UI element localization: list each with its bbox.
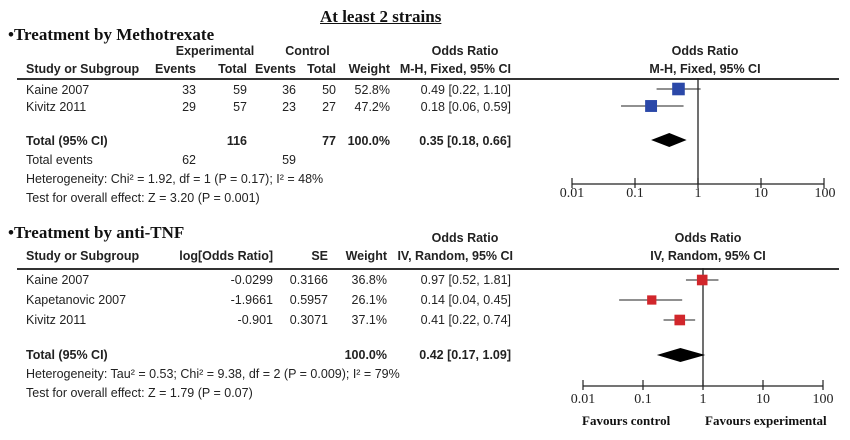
header-odds-ratio: Odds Ratio bbox=[431, 44, 499, 58]
plot-header-title: Odds Ratio bbox=[674, 231, 742, 245]
total-events-label: Total events bbox=[26, 153, 93, 167]
summary-diamond bbox=[656, 348, 706, 362]
study-name: Kivitz 2011 bbox=[26, 100, 87, 114]
axis-tick-label: 0.01 bbox=[559, 186, 585, 201]
study-name: Kaine 2007 bbox=[26, 273, 90, 287]
header-rule bbox=[17, 268, 839, 270]
weight: 47.2% bbox=[354, 100, 390, 114]
weight: 52.8% bbox=[354, 83, 390, 97]
odds-ratio-ci: 0.14 [0.04, 0.45] bbox=[420, 293, 511, 307]
plot-header-title: Odds Ratio bbox=[671, 44, 739, 58]
header-control: Control bbox=[285, 44, 330, 58]
overall-effect-text: Test for overall effect: Z = 3.20 (P = 0… bbox=[26, 191, 260, 205]
header-study: Study or Subgroup bbox=[26, 249, 140, 263]
favours-control-label: Favours control bbox=[582, 413, 671, 428]
axis-tick-label: 0.1 bbox=[626, 186, 644, 201]
ctrl-total: 27 bbox=[322, 100, 336, 114]
header-exp-total: Total bbox=[218, 62, 247, 76]
header-log-or: log[Odds Ratio] bbox=[179, 249, 273, 263]
header-study: Study or Subgroup bbox=[26, 62, 140, 76]
section-title: •Treatment by anti-TNF bbox=[8, 223, 185, 242]
header-ctrl-total: Total bbox=[307, 62, 336, 76]
odds-ratio-ci: 0.35 [0.18, 0.66] bbox=[419, 134, 511, 148]
study-marker bbox=[674, 314, 686, 326]
study-marker bbox=[696, 274, 708, 286]
exp-events: 29 bbox=[182, 100, 196, 114]
standard-error: 0.3071 bbox=[289, 313, 328, 327]
section-title: •Treatment by Methotrexate bbox=[8, 25, 215, 44]
summary-diamond bbox=[651, 133, 687, 147]
axis-tick-label: 100 bbox=[812, 392, 834, 407]
weight: 37.1% bbox=[351, 313, 387, 327]
standard-error: 0.3166 bbox=[289, 273, 328, 287]
axis-tick-label: 1 bbox=[699, 392, 707, 407]
weight: 100.0% bbox=[344, 348, 387, 362]
total-label: Total (95% CI) bbox=[26, 134, 108, 148]
heterogeneity-text: Heterogeneity: Tau² = 0.53; Chi² = 9.38,… bbox=[26, 367, 400, 381]
plot-header-method: IV, Random, 95% CI bbox=[650, 249, 766, 263]
ctrl-events: 59 bbox=[282, 153, 296, 167]
study-marker bbox=[647, 295, 657, 305]
log-odds-ratio: -1.9661 bbox=[230, 293, 273, 307]
study-name: Kivitz 2011 bbox=[26, 313, 87, 327]
header-rule bbox=[17, 78, 839, 80]
exp-total: 57 bbox=[233, 100, 247, 114]
study-marker bbox=[672, 82, 685, 96]
study-marker bbox=[645, 100, 658, 112]
header-weight: Weight bbox=[345, 249, 387, 263]
heterogeneity-text: Heterogeneity: Chi² = 1.92, df = 1 (P = … bbox=[26, 172, 324, 186]
log-odds-ratio: -0.901 bbox=[237, 313, 273, 327]
header-weight: Weight bbox=[348, 62, 390, 76]
header-or-method: IV, Random, 95% CI bbox=[397, 249, 513, 263]
odds-ratio-ci: 0.97 [0.52, 1.81] bbox=[420, 273, 511, 287]
total-label: Total (95% CI) bbox=[26, 348, 108, 362]
weight: 26.1% bbox=[351, 293, 387, 307]
axis-tick-label: 10 bbox=[754, 186, 768, 201]
header-se: SE bbox=[311, 249, 328, 263]
ctrl-total: 77 bbox=[322, 134, 336, 148]
header-exp-events: Events bbox=[155, 62, 196, 76]
weight: 100.0% bbox=[347, 134, 390, 148]
axis-tick-label: 0.1 bbox=[634, 392, 652, 407]
exp-total: 116 bbox=[226, 134, 247, 148]
header-odds-ratio: Odds Ratio bbox=[431, 231, 499, 245]
odds-ratio-ci: 0.41 [0.22, 0.74] bbox=[420, 313, 511, 327]
axis-tick-label: 10 bbox=[756, 392, 770, 407]
odds-ratio-ci: 0.42 [0.17, 1.09] bbox=[419, 348, 511, 362]
header-or-method: M-H, Fixed, 95% CI bbox=[399, 62, 511, 76]
axis-tick-label: 100 bbox=[814, 186, 836, 201]
ctrl-events: 36 bbox=[282, 83, 296, 97]
ctrl-total: 50 bbox=[322, 83, 336, 97]
axis-tick-label: 0.01 bbox=[570, 392, 596, 407]
figure-title: At least 2 strains bbox=[320, 7, 442, 26]
exp-events: 62 bbox=[182, 153, 196, 167]
exp-total: 59 bbox=[233, 83, 247, 97]
favours-experimental-label: Favours experimental bbox=[705, 413, 827, 428]
plot-header-method: M-H, Fixed, 95% CI bbox=[649, 62, 761, 76]
axis-tick-label: 1 bbox=[694, 186, 702, 201]
odds-ratio-ci: 0.49 [0.22, 1.10] bbox=[420, 83, 511, 97]
standard-error: 0.5957 bbox=[289, 293, 328, 307]
ctrl-events: 23 bbox=[282, 100, 296, 114]
header-ctrl-events: Events bbox=[255, 62, 296, 76]
odds-ratio-ci: 0.18 [0.06, 0.59] bbox=[420, 100, 511, 114]
overall-effect-text: Test for overall effect: Z = 1.79 (P = 0… bbox=[26, 386, 253, 400]
study-name: Kaine 2007 bbox=[26, 83, 90, 97]
study-name: Kapetanovic 2007 bbox=[26, 293, 127, 307]
header-experimental: Experimental bbox=[175, 44, 255, 58]
weight: 36.8% bbox=[351, 273, 387, 287]
exp-events: 33 bbox=[182, 83, 196, 97]
log-odds-ratio: -0.0299 bbox=[230, 273, 273, 287]
